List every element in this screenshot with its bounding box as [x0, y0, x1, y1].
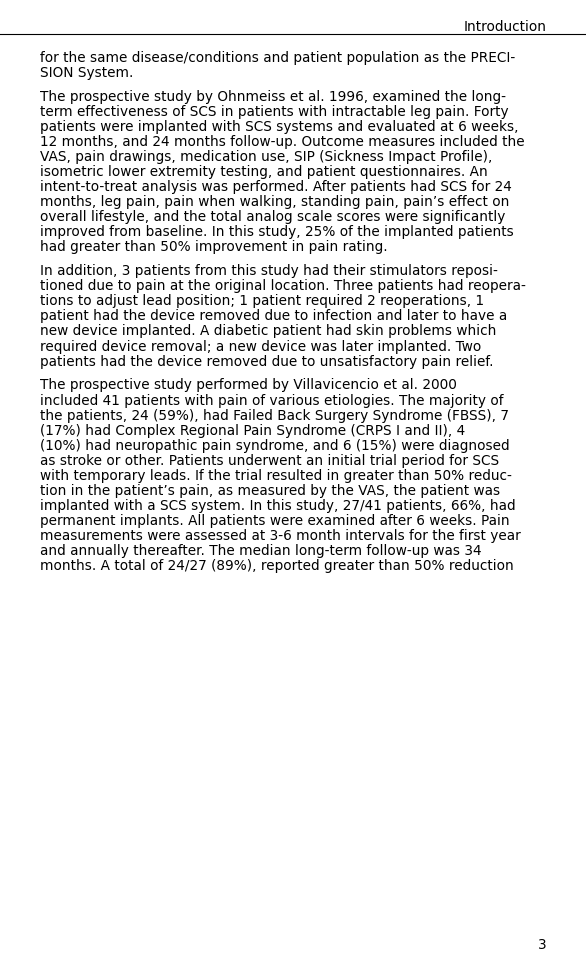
Text: 3: 3 [537, 938, 546, 952]
Text: permanent implants. All patients were examined after 6 weeks. Pain: permanent implants. All patients were ex… [40, 514, 509, 528]
Text: The prospective study performed by Villavicencio et al. 2000: The prospective study performed by Villa… [40, 378, 456, 392]
Text: measurements were assessed at 3-6 month intervals for the first year: measurements were assessed at 3-6 month … [40, 529, 520, 543]
Text: required device removal; a new device was later implanted. Two: required device removal; a new device wa… [40, 340, 481, 353]
Text: new device implanted. A diabetic patient had skin problems which: new device implanted. A diabetic patient… [40, 324, 496, 339]
Text: The prospective study by Ohnmeiss et al. 1996, examined the long-: The prospective study by Ohnmeiss et al.… [40, 90, 506, 103]
Text: tioned due to pain at the original location. Three patients had reopera-: tioned due to pain at the original locat… [40, 279, 526, 293]
Text: months. A total of 24/27 (89%), reported greater than 50% reduction: months. A total of 24/27 (89%), reported… [40, 559, 513, 573]
Text: SION System.: SION System. [40, 66, 133, 80]
Text: patients had the device removed due to unsatisfactory pain relief.: patients had the device removed due to u… [40, 354, 493, 369]
Text: included 41 patients with pain of various etiologies. The majority of: included 41 patients with pain of variou… [40, 393, 503, 408]
Text: with temporary leads. If the trial resulted in greater than 50% reduc-: with temporary leads. If the trial resul… [40, 469, 512, 483]
Text: implanted with a SCS system. In this study, 27/41 patients, 66%, had: implanted with a SCS system. In this stu… [40, 499, 516, 513]
Text: the patients, 24 (59%), had Failed Back Surgery Syndrome (FBSS), 7: the patients, 24 (59%), had Failed Back … [40, 409, 509, 422]
Text: patient had the device removed due to infection and later to have a: patient had the device removed due to in… [40, 309, 507, 323]
Text: (10%) had neuropathic pain syndrome, and 6 (15%) were diagnosed: (10%) had neuropathic pain syndrome, and… [40, 439, 509, 452]
Text: 12 months, and 24 months follow-up. Outcome measures included the: 12 months, and 24 months follow-up. Outc… [40, 134, 524, 149]
Text: (17%) had Complex Regional Pain Syndrome (CRPS I and II), 4: (17%) had Complex Regional Pain Syndrome… [40, 423, 465, 438]
Text: term effectiveness of SCS in patients with intractable leg pain. Forty: term effectiveness of SCS in patients wi… [40, 104, 509, 119]
Text: and annually thereafter. The median long-term follow-up was 34: and annually thereafter. The median long… [40, 544, 482, 559]
Text: months, leg pain, pain when walking, standing pain, pain’s effect on: months, leg pain, pain when walking, sta… [40, 195, 509, 209]
Text: patients were implanted with SCS systems and evaluated at 6 weeks,: patients were implanted with SCS systems… [40, 120, 519, 133]
Text: VAS, pain drawings, medication use, SIP (Sickness Impact Profile),: VAS, pain drawings, medication use, SIP … [40, 150, 492, 163]
Text: tion in the patient’s pain, as measured by the VAS, the patient was: tion in the patient’s pain, as measured … [40, 484, 500, 498]
Text: improved from baseline. In this study, 25% of the implanted patients: improved from baseline. In this study, 2… [40, 225, 513, 239]
Text: intent-to-treat analysis was performed. After patients had SCS for 24: intent-to-treat analysis was performed. … [40, 180, 512, 194]
Text: isometric lower extremity testing, and patient questionnaires. An: isometric lower extremity testing, and p… [40, 164, 488, 179]
Text: Introduction: Introduction [463, 20, 546, 34]
Text: overall lifestyle, and the total analog scale scores were significantly: overall lifestyle, and the total analog … [40, 210, 505, 224]
Text: for the same disease/conditions and patient population as the PRECI-: for the same disease/conditions and pati… [40, 51, 515, 64]
Text: as stroke or other. Patients underwent an initial trial period for SCS: as stroke or other. Patients underwent a… [40, 453, 499, 468]
Text: had greater than 50% improvement in pain rating.: had greater than 50% improvement in pain… [40, 240, 387, 254]
Text: In addition, 3 patients from this study had their stimulators reposi-: In addition, 3 patients from this study … [40, 264, 498, 278]
Text: tions to adjust lead position; 1 patient required 2 reoperations, 1: tions to adjust lead position; 1 patient… [40, 294, 484, 308]
